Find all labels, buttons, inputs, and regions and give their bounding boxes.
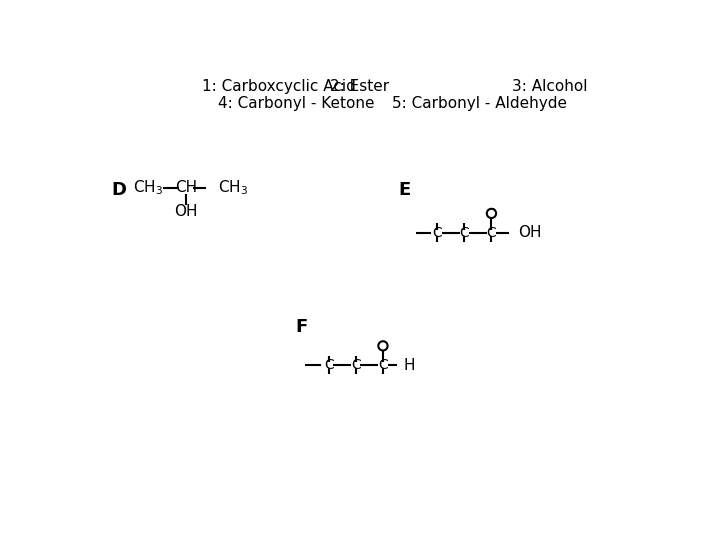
Text: C: C — [378, 358, 388, 372]
Text: 2: Ester: 2: Ester — [330, 79, 390, 94]
Text: CH: CH — [175, 180, 197, 195]
Text: CH$_3$: CH$_3$ — [218, 179, 248, 197]
Text: OH: OH — [174, 204, 198, 219]
Text: 1: Carboxcyclic Acid: 1: Carboxcyclic Acid — [202, 79, 356, 94]
Text: E: E — [398, 181, 410, 199]
Text: OH: OH — [518, 225, 541, 240]
Text: CH$_3$: CH$_3$ — [133, 179, 163, 197]
Text: C: C — [459, 226, 469, 240]
Text: C: C — [432, 226, 442, 240]
Text: 5: Carbonyl - Aldehyde: 5: Carbonyl - Aldehyde — [392, 96, 567, 111]
Text: O: O — [487, 208, 496, 218]
Text: C: C — [324, 358, 333, 372]
Circle shape — [487, 209, 496, 218]
Text: O: O — [379, 341, 387, 351]
Text: C: C — [351, 358, 361, 372]
Text: H: H — [404, 357, 415, 373]
Circle shape — [378, 341, 387, 350]
Text: 3: Alcohol: 3: Alcohol — [513, 79, 588, 94]
Text: F: F — [295, 318, 307, 335]
Text: D: D — [112, 181, 127, 199]
Text: 4: Carbonyl - Ketone: 4: Carbonyl - Ketone — [218, 96, 374, 111]
Text: C: C — [487, 226, 496, 240]
